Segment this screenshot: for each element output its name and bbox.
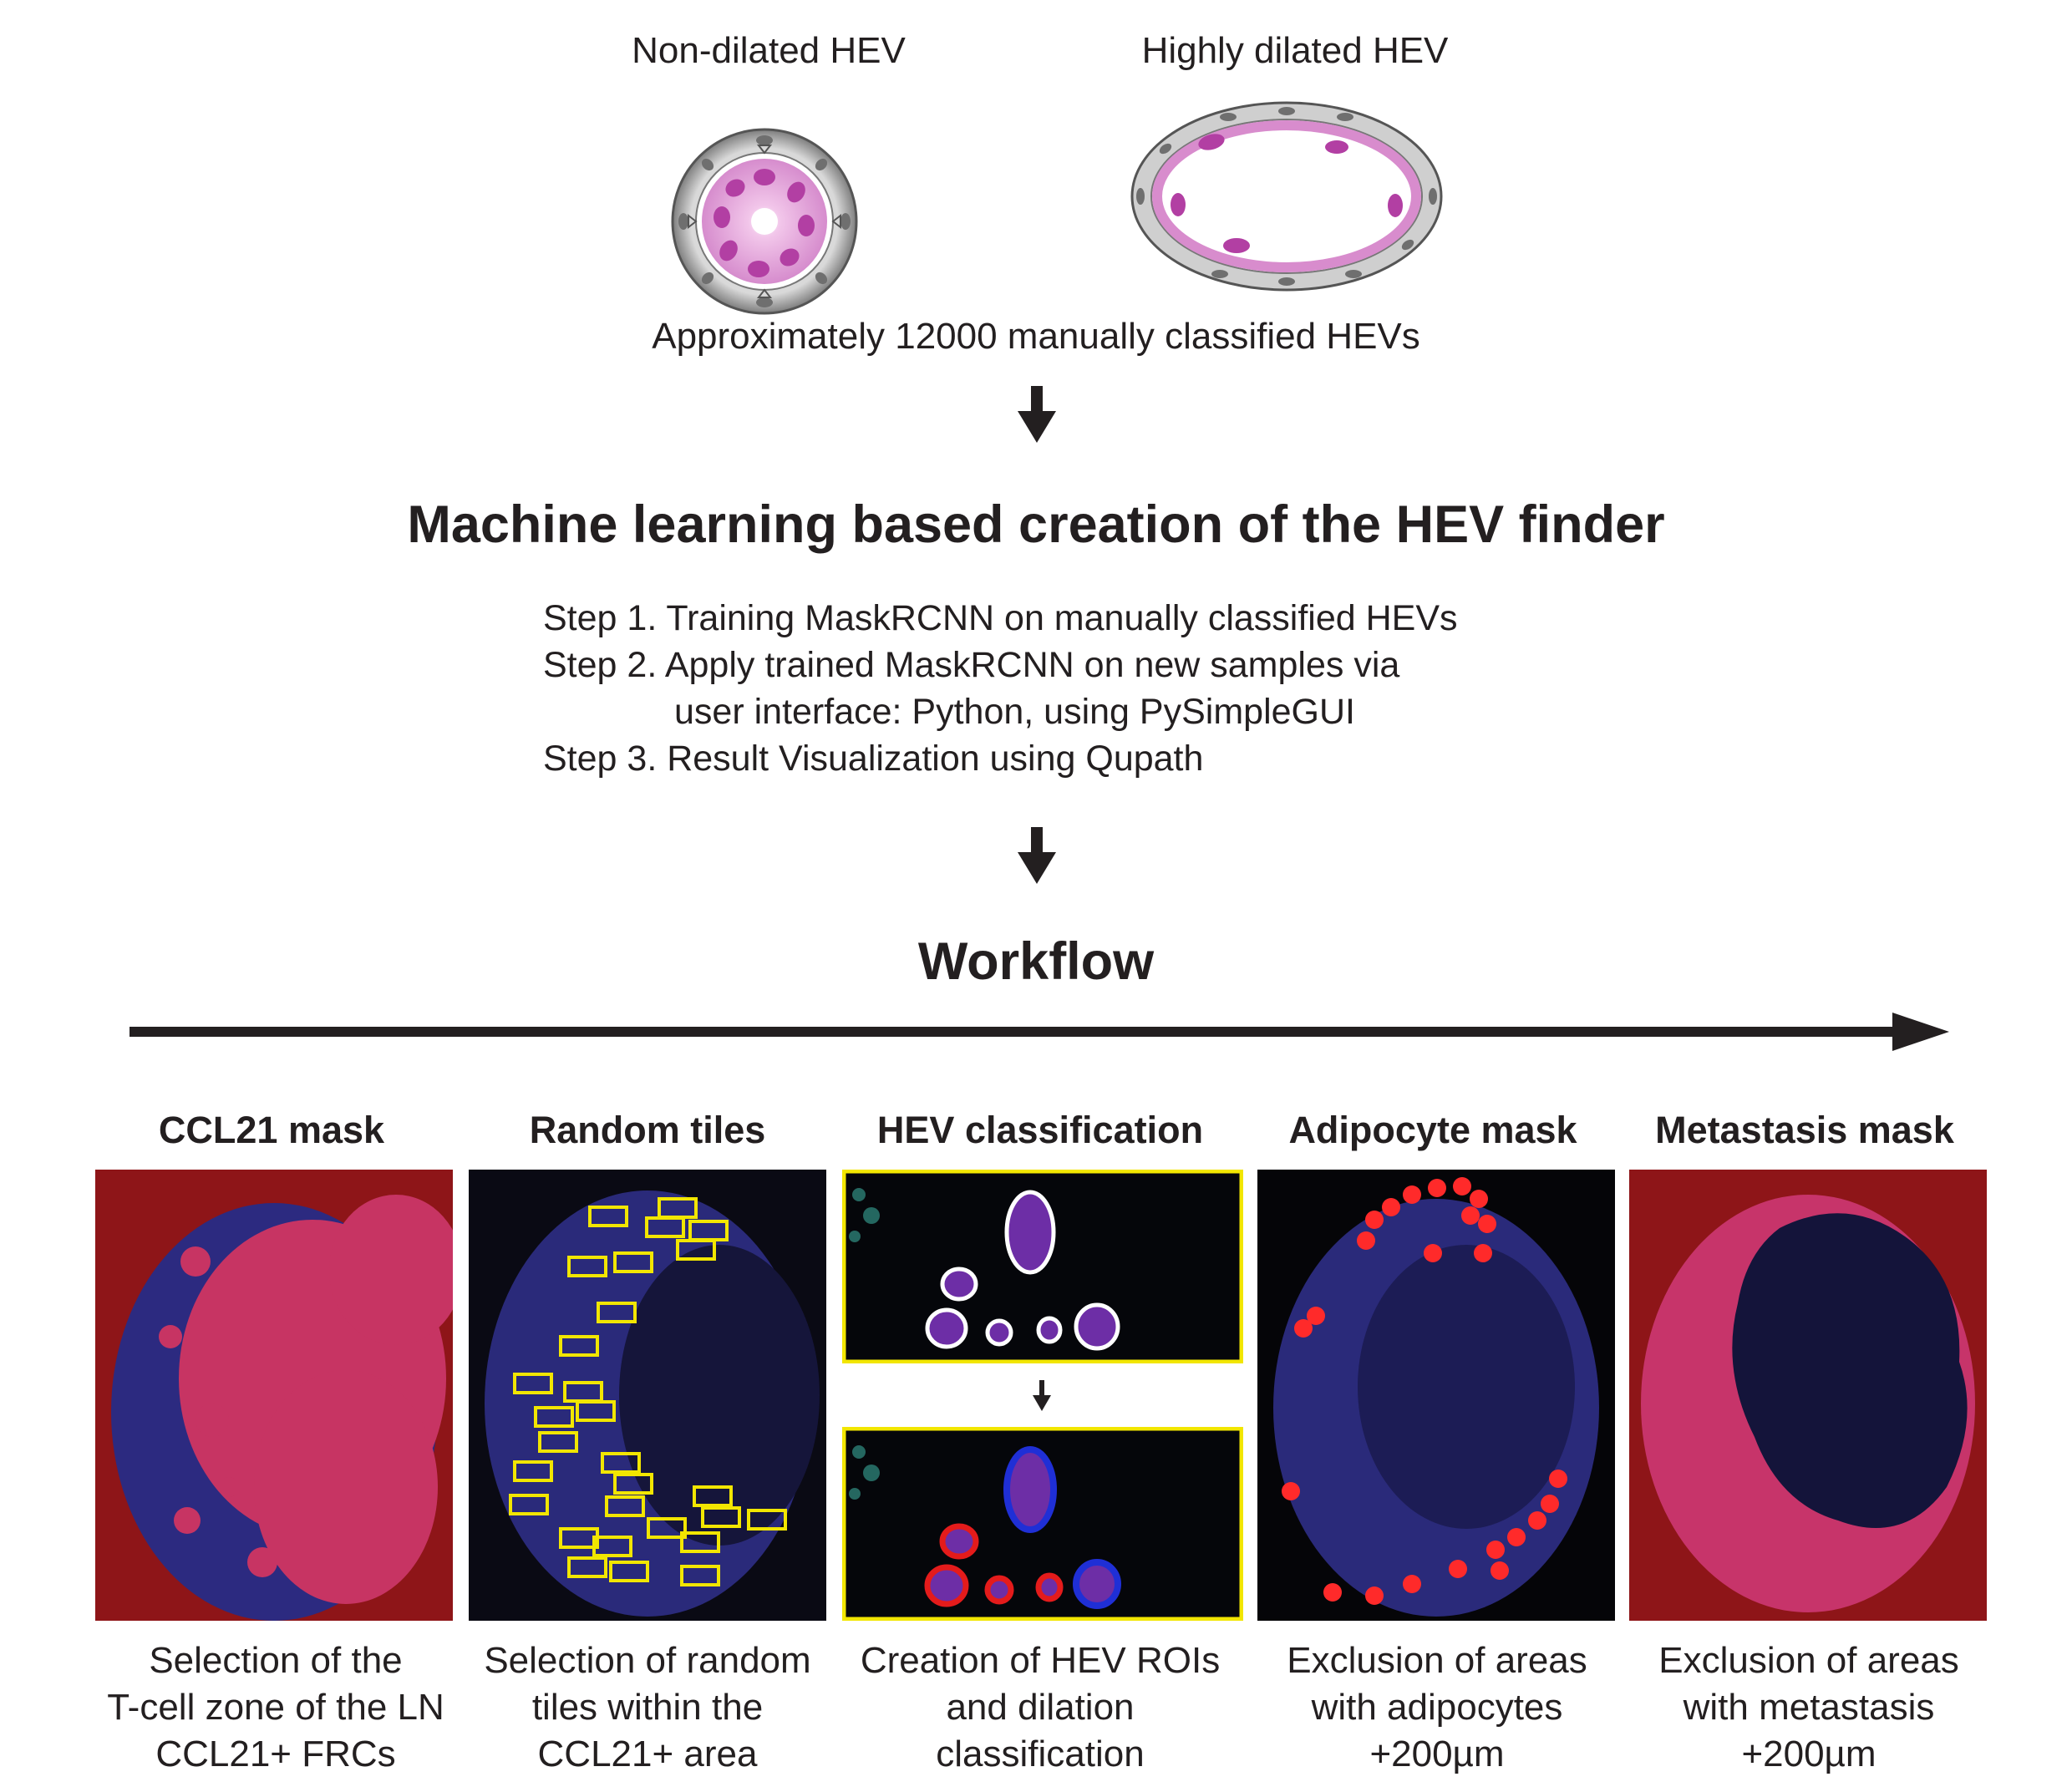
hev-classification-after-image	[842, 1427, 1243, 1621]
step-3: Step 3. Result Visualization using Qupat…	[543, 739, 1204, 779]
caption-ccl21: Selection of the T-cell zone of the LN C…	[107, 1640, 444, 1774]
caption-adipocyte: Exclusion of areas with adipocytes +200µ…	[1287, 1640, 1587, 1774]
non-dilated-hev-illustration	[668, 125, 861, 317]
workflow-arrow-icon	[130, 1011, 1951, 1053]
panel-title-random-tiles: Random tiles	[529, 1109, 766, 1151]
metastasis-mask-image	[1629, 1170, 1987, 1621]
steps-list: Step 1. Training MaskRCNN on manually cl…	[543, 595, 1458, 782]
caption-random-tiles: Selection of random tiles within the CCL…	[484, 1640, 811, 1774]
hev-classification-before-image	[842, 1170, 1243, 1363]
main-title: Machine learning based creation of the H…	[407, 495, 1665, 554]
down-arrow-icon	[1033, 1380, 1051, 1412]
caption-hev-classification: Creation of HEV ROIs and dilation classi…	[860, 1640, 1221, 1774]
workflow-title: Workflow	[917, 932, 1155, 991]
training-set-label: Approximately 12000 manually classified …	[652, 316, 1420, 357]
panel-title-hev-classification: HEV classification	[876, 1109, 1204, 1151]
highly-dilated-hev-illustration	[1128, 99, 1445, 295]
panel-title-metastasis: Metastasis mask	[1655, 1109, 1954, 1151]
panel-title-adipocyte: Adipocyte mask	[1288, 1109, 1577, 1151]
ccl21-mask-image	[95, 1170, 453, 1621]
down-arrow-icon	[1016, 827, 1058, 886]
highly-dilated-hev-label: Highly dilated HEV	[1141, 30, 1449, 71]
down-arrow-icon	[1016, 386, 1058, 444]
adipocyte-mask-image	[1257, 1170, 1615, 1621]
non-dilated-hev-label: Non-dilated HEV	[632, 30, 906, 71]
step-2-continued: user interface: Python, using PySimpleGU…	[674, 692, 1355, 732]
step-2: Step 2. Apply trained MaskRCNN on new sa…	[543, 645, 1400, 685]
panel-title-ccl21: CCL21 mask	[158, 1109, 385, 1151]
random-tiles-image	[469, 1170, 826, 1621]
step-1: Step 1. Training MaskRCNN on manually cl…	[543, 598, 1458, 638]
caption-metastasis: Exclusion of areas with metastasis +200µ…	[1658, 1640, 1959, 1774]
